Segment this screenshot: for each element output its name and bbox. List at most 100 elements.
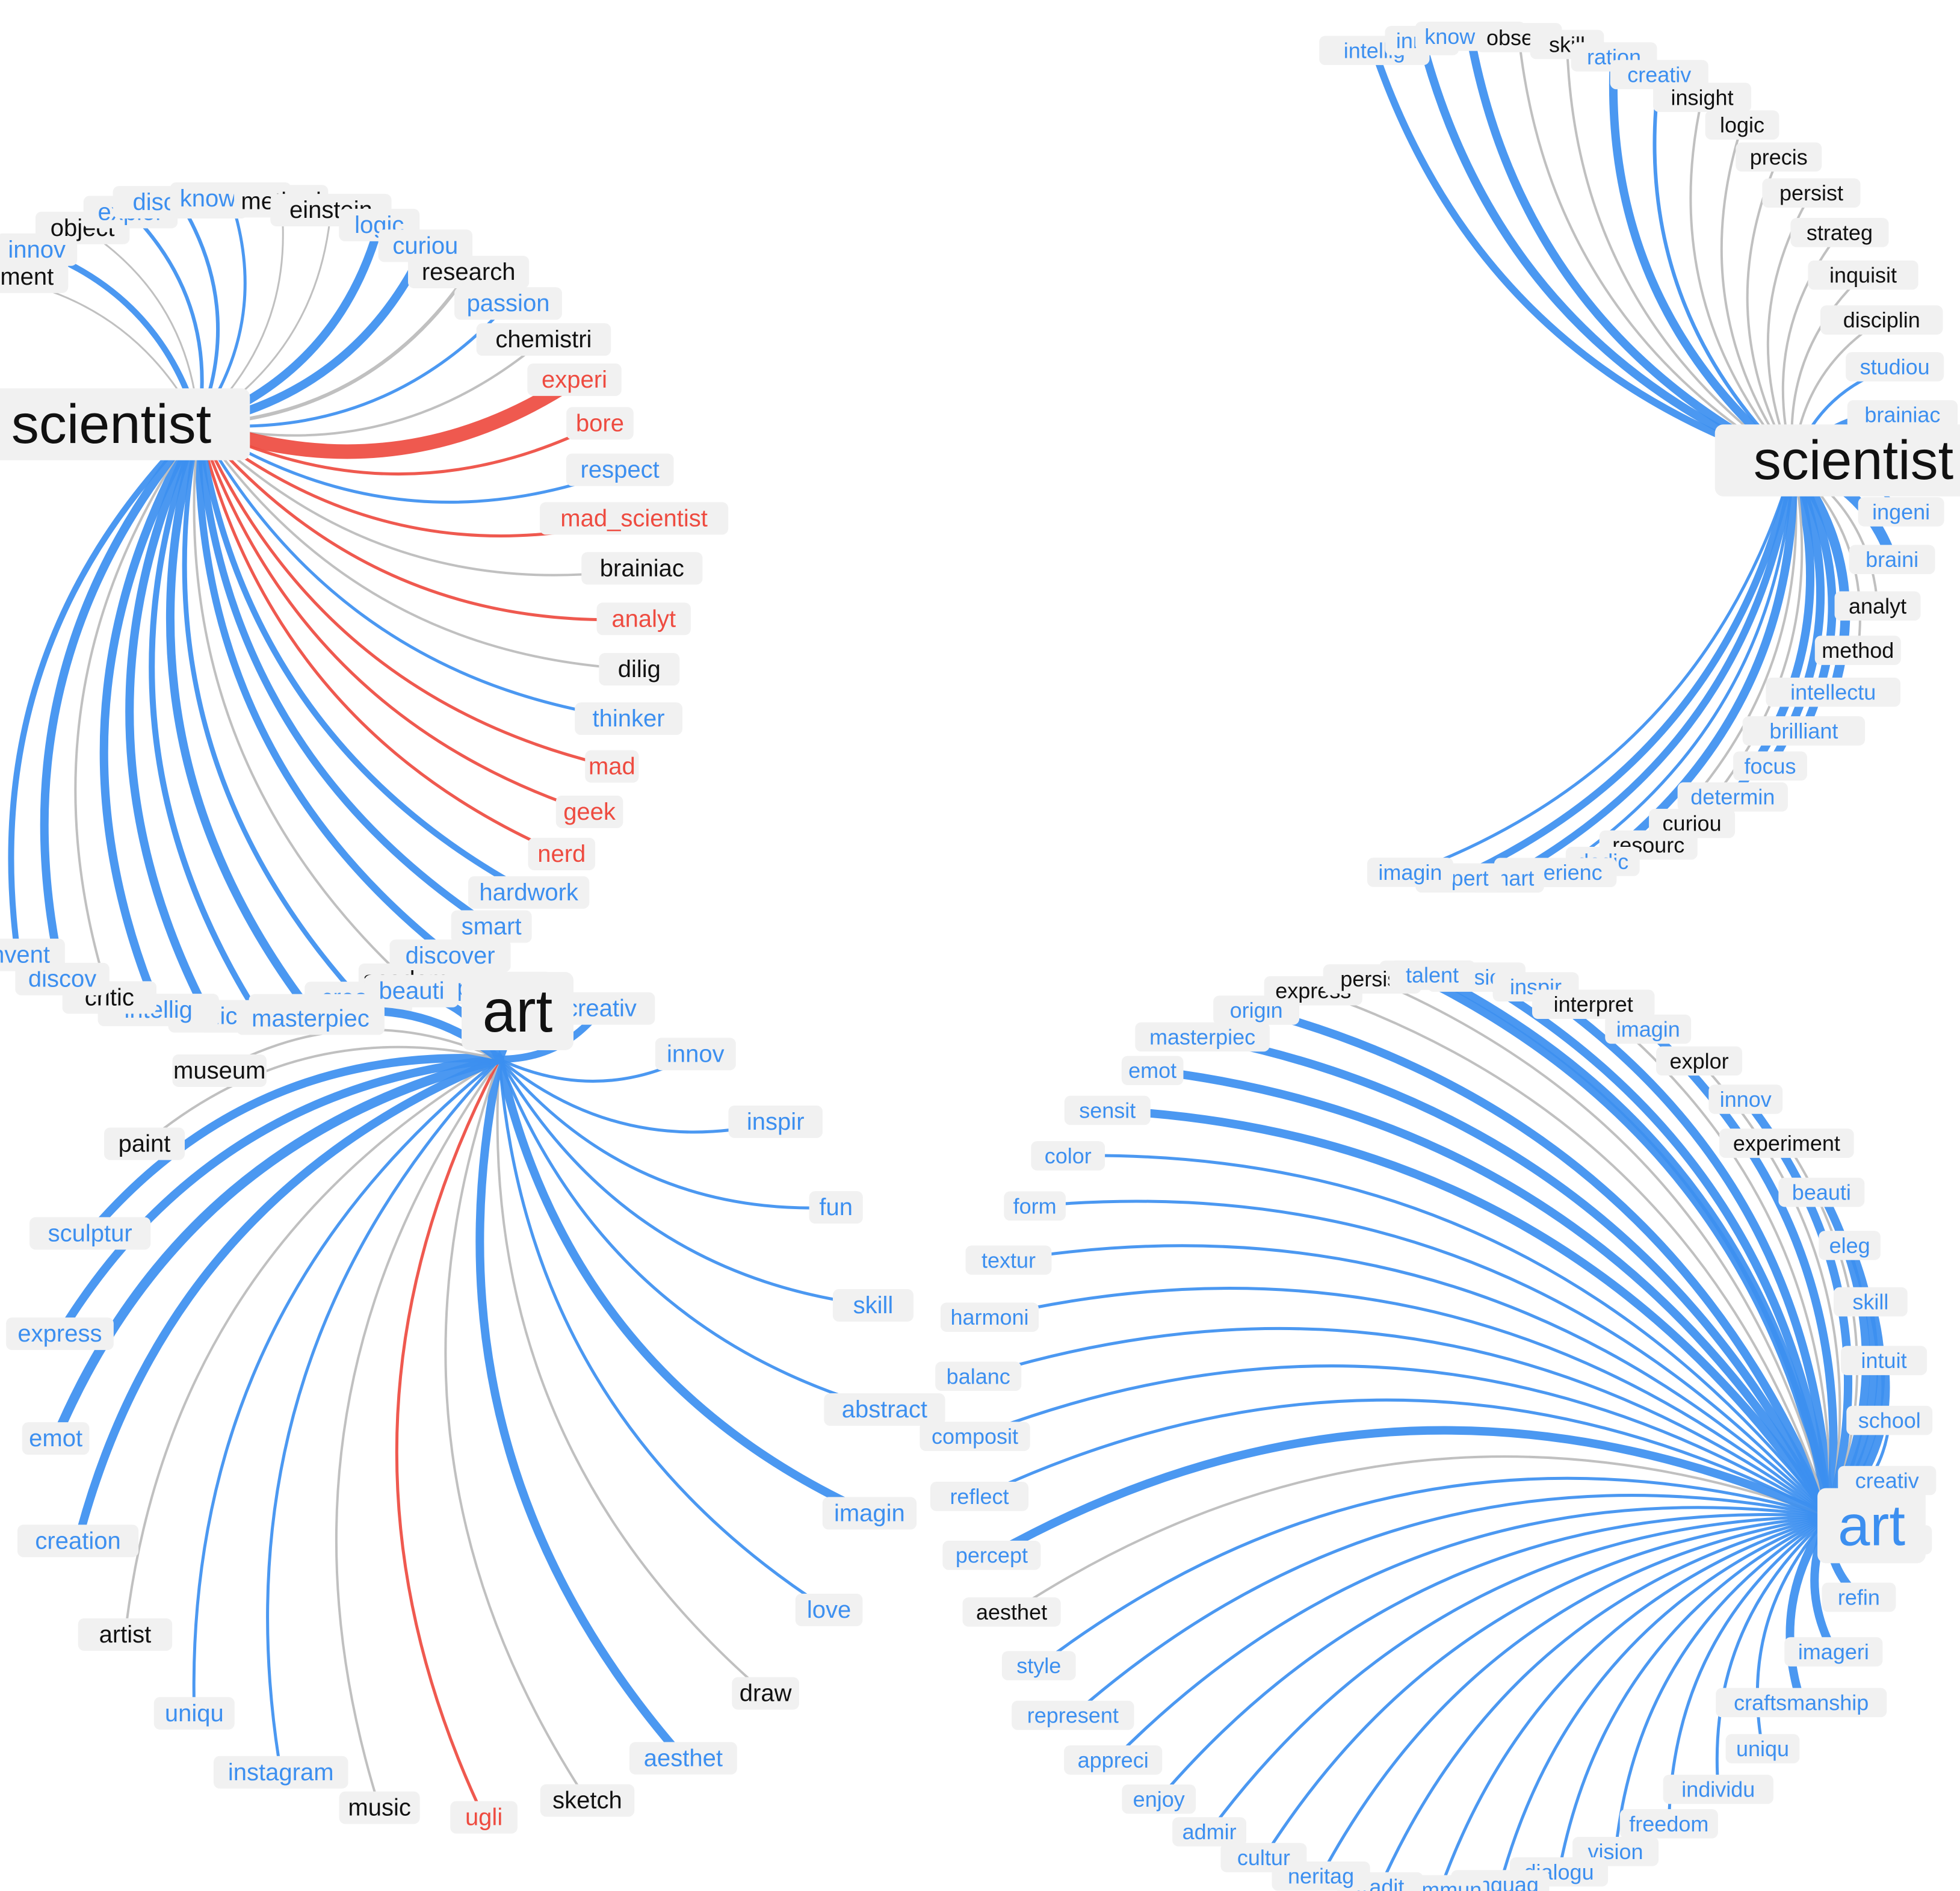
word-node: innov — [655, 1038, 736, 1071]
edge-inspir — [1532, 982, 1834, 1521]
edge-knowledg — [1466, 32, 1798, 468]
edge-form — [1033, 1199, 1831, 1518]
word-node: balanc — [935, 1361, 1022, 1391]
word-label-bg — [1605, 1014, 1692, 1044]
word-node: style — [1001, 1651, 1076, 1680]
word-label: aesthet — [644, 1745, 723, 1771]
word-node: dilig — [599, 653, 680, 686]
word-node: ugli — [450, 1801, 518, 1834]
word-label: aesthet — [976, 1600, 1047, 1624]
word-label-bg — [1841, 1346, 1928, 1375]
word-label-bg — [1172, 1817, 1247, 1846]
word-node: strateg — [1790, 218, 1889, 247]
word-label: passion — [467, 290, 550, 317]
word-label: sculptur — [48, 1220, 132, 1246]
word-label-bg — [920, 1422, 1030, 1451]
word-label: color — [1045, 1144, 1092, 1168]
edge-style — [1037, 1476, 1831, 1668]
edge-critic — [74, 423, 200, 999]
edge-love — [498, 1057, 831, 1612]
word-label: textur — [982, 1248, 1036, 1272]
center-label: art — [483, 977, 553, 1045]
word-label: admir — [1182, 1819, 1237, 1844]
edge-thinker — [197, 422, 631, 720]
edge-skill — [1565, 43, 1795, 465]
word-label-bg — [1532, 989, 1655, 1020]
word-label: uniqu — [165, 1700, 224, 1727]
word-label-bg — [1814, 636, 1901, 665]
word-node: bore — [566, 407, 634, 440]
word-label: chemistri — [495, 326, 592, 353]
edge-commun — [1438, 1515, 1831, 1891]
word-label: emot — [29, 1425, 82, 1452]
edge-insight — [1689, 96, 1795, 465]
edge-cultur — [1262, 1515, 1831, 1860]
word-label-bg — [1656, 1046, 1743, 1076]
word-node: logic — [1705, 110, 1779, 140]
center-label: art — [1838, 1494, 1905, 1558]
word-label-bg — [339, 1791, 420, 1824]
word-node: harmoni — [940, 1302, 1039, 1332]
center-node: art — [462, 972, 573, 1050]
edge-instagram — [266, 1057, 501, 1774]
edge-respect — [197, 422, 622, 504]
word-node: brainiac — [1847, 400, 1958, 430]
word-label-bg — [17, 1524, 139, 1558]
word-node: sensit — [1064, 1095, 1151, 1125]
word-node: innov — [1708, 1085, 1783, 1114]
word-label-bg — [599, 653, 680, 686]
word-label: balanc — [947, 1364, 1010, 1388]
edge-freedom — [1667, 1515, 1831, 1825]
word-label-bg — [172, 1054, 267, 1087]
edge-enjoy — [1157, 1513, 1831, 1801]
word-label-bg — [104, 1127, 185, 1160]
edge-paint — [143, 1045, 501, 1145]
edge-craftsmanship — [1785, 1512, 1834, 1707]
edge-draw — [496, 1058, 767, 1695]
word-label-bg — [728, 1105, 823, 1138]
word-node: masterpiec — [1135, 1022, 1270, 1052]
edge-curiou — [1690, 462, 1804, 825]
edge-abstract — [498, 1057, 886, 1411]
word-label: mad_scientist — [560, 505, 708, 531]
word-label-bg — [555, 795, 623, 828]
word-label: innov — [1720, 1087, 1772, 1112]
word-node: mad — [585, 750, 639, 783]
word-label-bg — [1784, 1637, 1883, 1667]
edge-creativ — [1652, 72, 1795, 465]
word-node: textur — [965, 1245, 1052, 1275]
edge-textur — [1007, 1244, 1831, 1518]
word-label: dilig — [618, 656, 661, 682]
word-label-bg — [236, 1002, 385, 1035]
word-label: enjoy — [1133, 1787, 1185, 1812]
word-node: percept — [942, 1540, 1041, 1570]
edge-mad — [197, 422, 614, 769]
word-label: skill — [853, 1292, 894, 1319]
edge-geek — [197, 422, 592, 814]
word-label: inquisit — [1829, 263, 1897, 288]
word-node: disciplin — [1820, 305, 1943, 335]
word-label-bg — [935, 1361, 1022, 1391]
word-label: school — [1858, 1408, 1921, 1433]
word-label: artist — [99, 1621, 152, 1648]
word-node: craftsmanship — [1716, 1688, 1887, 1718]
word-node: creativ — [547, 992, 655, 1025]
word-label-bg — [1677, 782, 1788, 812]
word-label-bg — [1820, 305, 1943, 335]
edge-bore — [197, 421, 602, 475]
word-node: brilliant — [1742, 716, 1866, 746]
word-label-bg — [1705, 110, 1779, 140]
word-label-bg — [940, 1302, 1039, 1332]
word-node: artist — [78, 1618, 173, 1651]
word-node: admir — [1172, 1817, 1247, 1846]
word-label-bg — [1064, 1095, 1151, 1125]
word-node: experiment — [1719, 1128, 1854, 1158]
word-label-bg — [596, 602, 691, 636]
word-label: uniqu — [1736, 1736, 1789, 1761]
word-node: thinker — [575, 702, 682, 735]
word-label-bg — [1847, 400, 1958, 430]
edge-observ — [1518, 36, 1795, 465]
word-label: imagin — [1616, 1017, 1680, 1042]
word-label: freedom — [1629, 1812, 1708, 1836]
edge-experienc — [1554, 462, 1795, 874]
